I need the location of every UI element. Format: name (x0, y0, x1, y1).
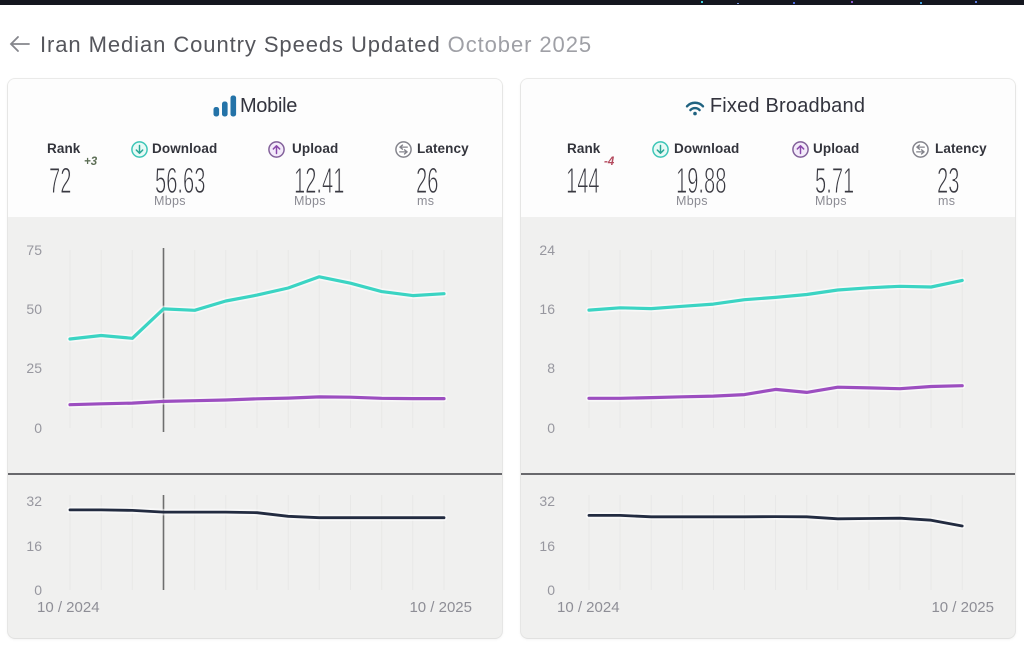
svg-text:10 / 2024: 10 / 2024 (557, 599, 620, 616)
svg-text:25: 25 (26, 360, 42, 376)
svg-text:32: 32 (539, 493, 555, 509)
svg-text:16: 16 (26, 538, 42, 554)
svg-text:75: 75 (26, 242, 42, 258)
svg-text:8: 8 (547, 360, 555, 376)
svg-text:50: 50 (26, 301, 42, 317)
svg-text:24: 24 (539, 242, 555, 258)
svg-text:10 / 2024: 10 / 2024 (37, 599, 100, 616)
svg-text:0: 0 (547, 420, 555, 436)
svg-text:10 / 2025: 10 / 2025 (931, 599, 994, 616)
svg-text:0: 0 (547, 582, 555, 598)
svg-text:10 / 2025: 10 / 2025 (409, 599, 472, 616)
svg-text:0: 0 (34, 420, 42, 436)
svg-text:32: 32 (26, 493, 42, 509)
svg-text:16: 16 (539, 301, 555, 317)
svg-text:0: 0 (34, 582, 42, 598)
svg-text:16: 16 (539, 538, 555, 554)
